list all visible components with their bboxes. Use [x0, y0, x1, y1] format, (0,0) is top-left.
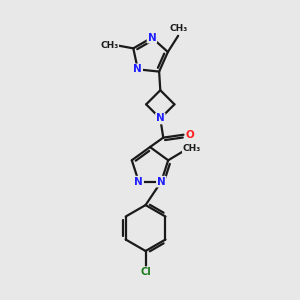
- Text: N: N: [157, 177, 166, 187]
- Text: N: N: [134, 177, 143, 187]
- Text: Cl: Cl: [140, 267, 151, 277]
- Text: N: N: [156, 113, 165, 124]
- Text: CH₃: CH₃: [100, 41, 119, 50]
- Text: N: N: [148, 33, 156, 43]
- Text: CH₃: CH₃: [169, 24, 188, 33]
- Text: N: N: [134, 64, 142, 74]
- Text: CH₃: CH₃: [182, 144, 200, 153]
- Text: O: O: [185, 130, 194, 140]
